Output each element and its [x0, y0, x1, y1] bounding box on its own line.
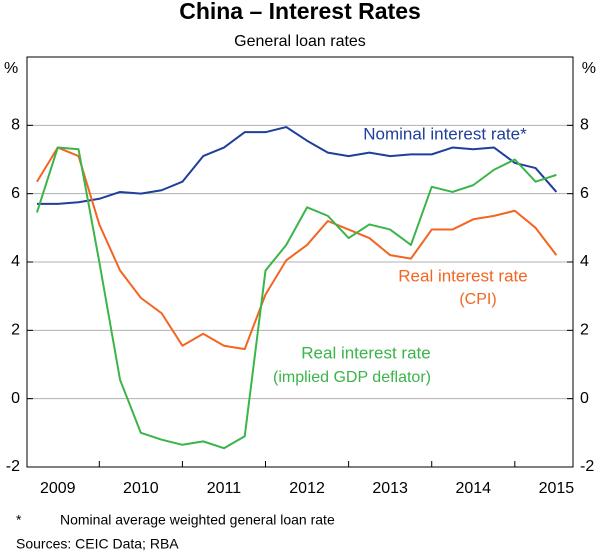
- y2-unit: %: [582, 60, 596, 77]
- y2-tick-label: 4: [580, 253, 589, 270]
- x-tick-label: 2009: [40, 480, 76, 497]
- chart-title: China – Interest Rates: [179, 0, 421, 24]
- x-tick-label: 2013: [372, 480, 408, 497]
- series-line: [36, 146, 558, 351]
- sources: Sources: CEIC Data; RBA: [16, 536, 179, 552]
- x-tick-label: 2011: [207, 480, 242, 497]
- series-line: [36, 126, 558, 205]
- y-tick-label: -2: [6, 458, 20, 475]
- x-tick-label: 2015: [539, 480, 575, 497]
- plot-frame: [26, 56, 574, 468]
- y2-tick-label: 2: [580, 322, 589, 339]
- series-label: Real interest rate: [301, 343, 430, 362]
- x-tick-label: 2010: [123, 480, 159, 497]
- y-tick-label: 8: [11, 117, 20, 134]
- series-note: (CPI): [459, 291, 496, 308]
- series-label: Real interest rate: [398, 266, 527, 285]
- y-tick-label: 0: [11, 390, 20, 407]
- y2-tick-label: 6: [580, 185, 589, 202]
- x-tick-label: 2014: [455, 480, 491, 497]
- x-tick-label: 2012: [289, 480, 325, 497]
- footnote: Nominal average weighted general loan ra…: [60, 512, 335, 528]
- series-note: (implied GDP deflator): [273, 369, 431, 386]
- series-label: Nominal interest rate*: [363, 124, 527, 143]
- chart-subtitle: General loan rates: [234, 33, 366, 50]
- y2-tick-label: -2: [580, 458, 594, 475]
- y2-tick-label: 0: [580, 390, 589, 407]
- y-tick-label: 4: [11, 253, 20, 270]
- y-unit: %: [4, 60, 18, 77]
- series-line: [36, 146, 557, 450]
- footnote-marker: *: [16, 512, 22, 528]
- y2-tick-label: 8: [580, 117, 589, 134]
- y-tick-label: 2: [11, 322, 20, 339]
- y-tick-label: 6: [11, 185, 20, 202]
